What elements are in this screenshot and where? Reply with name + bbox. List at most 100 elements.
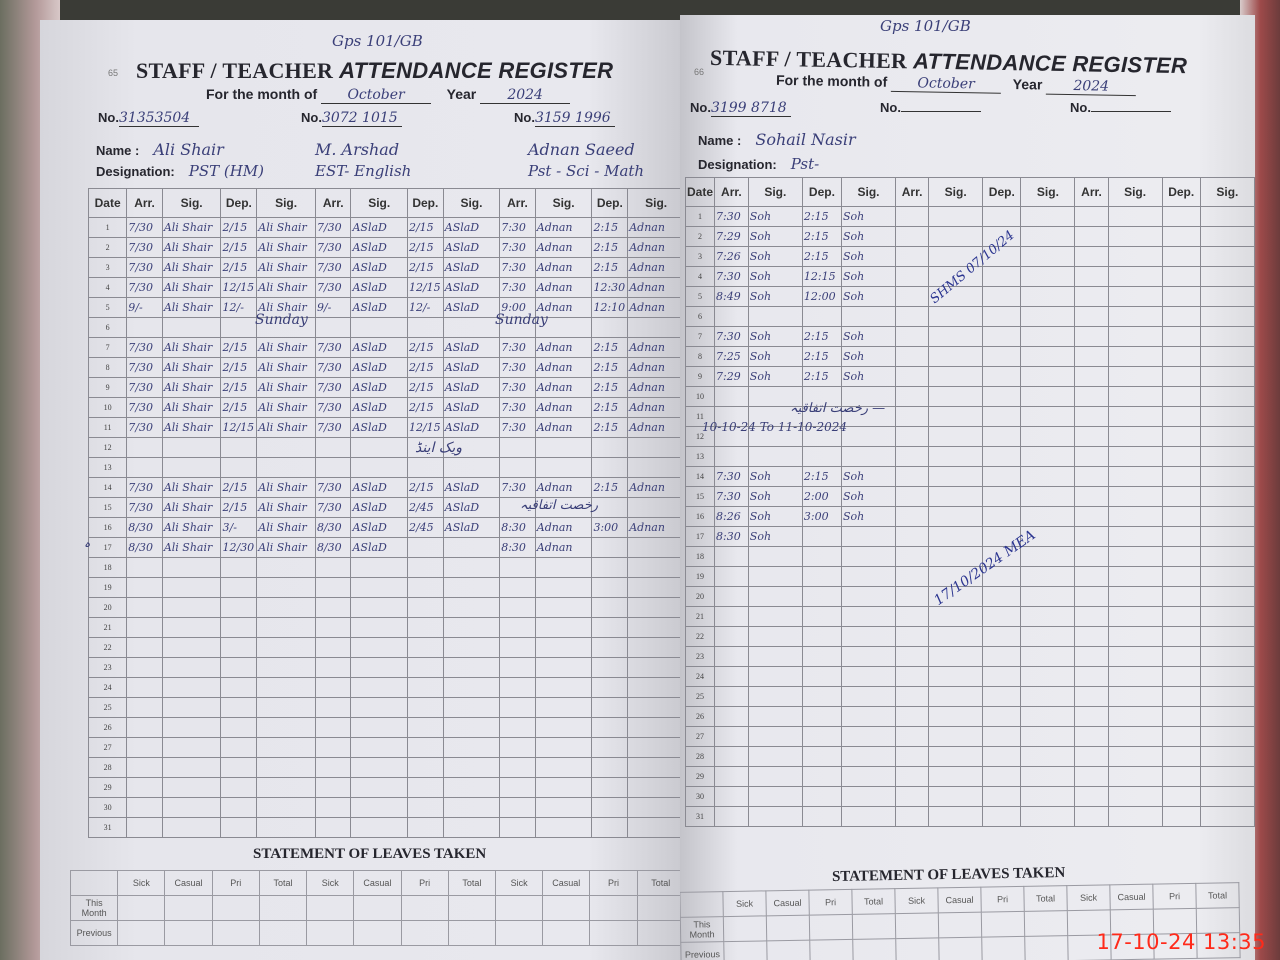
- arrival-time: [714, 646, 749, 667]
- departure-signature: Ali Shair: [256, 537, 316, 558]
- departure-signature: [256, 757, 316, 778]
- departure-signature: [1199, 606, 1255, 627]
- departure-signature: [1020, 346, 1076, 367]
- departure-signature: Soh: [840, 466, 897, 487]
- departure-time: [406, 557, 444, 578]
- arrival-signature: [928, 686, 984, 707]
- arrival-time: 7/30: [314, 217, 352, 238]
- table-row: 19: [87, 577, 685, 598]
- departure-time: 2/15: [406, 237, 444, 258]
- arrival-time: [314, 717, 352, 738]
- departure-signature: [256, 777, 316, 798]
- arrival-signature: Adnan: [534, 257, 593, 278]
- departure-signature: Adnan: [627, 297, 685, 318]
- departure-signature: ASlaD: [442, 337, 501, 358]
- arrival-time: [1074, 206, 1109, 227]
- arrival-time: 9/-: [314, 297, 352, 318]
- departure-time: 2/15: [406, 477, 444, 498]
- arrival-time: [1074, 606, 1109, 627]
- arrival-signature: [747, 586, 803, 607]
- departure-time: [591, 797, 629, 818]
- arrival-signature: [534, 777, 593, 798]
- arrival-signature: ASlaD: [350, 297, 408, 318]
- departure-time: [982, 326, 1022, 347]
- departure-time: [982, 666, 1022, 687]
- departure-time: 2/15: [406, 337, 444, 358]
- arrival-signature: Adnan: [534, 217, 593, 238]
- arrival-time: [1074, 446, 1109, 467]
- arrival-time: [1074, 566, 1109, 587]
- departure-time: 12:15: [801, 266, 842, 287]
- departure-signature: [627, 757, 685, 778]
- arrival-signature: [161, 757, 222, 778]
- arrival-time: [499, 697, 536, 718]
- table-row: 27: [87, 737, 685, 758]
- arrival-time: [1074, 766, 1109, 787]
- arrival-signature: [350, 577, 408, 598]
- page-mark: 65: [108, 68, 119, 78]
- departure-signature: [1020, 806, 1076, 827]
- arrival-time: [714, 586, 749, 607]
- table-row: 7 7/30 Ali Shair 2/15 Ali Shair 7/30 ASlaD 2/15…: [87, 337, 685, 358]
- departure-time: [982, 506, 1022, 527]
- departure-time: [591, 717, 629, 738]
- name-value: Adnan Saeed: [528, 140, 635, 159]
- arrival-time: [126, 617, 163, 638]
- departure-time: 12/-: [220, 297, 258, 318]
- arrival-signature: ASlaD: [350, 517, 408, 538]
- departure-time: [591, 737, 629, 758]
- departure-time: [220, 797, 258, 818]
- leaves-cell: [589, 920, 638, 946]
- arrival-signature: Adnan: [534, 537, 593, 558]
- arrival-time: [714, 786, 749, 807]
- arrival-time: [1074, 526, 1109, 547]
- arrival-time: [314, 697, 352, 718]
- leaves-cell: [400, 920, 449, 946]
- leaves-column-header: Casual: [765, 890, 810, 916]
- departure-time: 2/15: [406, 357, 444, 378]
- arrival-time: [1074, 686, 1109, 707]
- arrival-time: [895, 206, 930, 227]
- arrival-time: [1074, 586, 1109, 607]
- arrival-signature: [534, 577, 593, 598]
- departure-time: 12/15: [220, 417, 258, 438]
- leaves-row-label: Previous: [69, 920, 119, 946]
- departure-time: 2:15: [801, 326, 842, 347]
- arrival-time: 7/30: [126, 257, 163, 278]
- departure-signature: [1199, 766, 1255, 787]
- arrival-time: [314, 637, 352, 658]
- arrival-time: 7:30: [499, 257, 536, 278]
- arrival-time: [714, 446, 749, 467]
- arrival-time: [499, 797, 536, 818]
- arrival-time: [499, 437, 536, 458]
- no-value: [1090, 111, 1171, 112]
- arrival-time: [126, 437, 163, 458]
- departure-time: 2:00: [801, 486, 842, 507]
- arrival-signature: [534, 697, 593, 718]
- arrival-signature: Adnan: [534, 517, 593, 538]
- leaves-row-label: [680, 891, 724, 918]
- departure-signature: [1020, 586, 1076, 607]
- arrival-signature: [928, 386, 984, 407]
- arrival-signature: ASlaD: [350, 337, 408, 358]
- departure-time: [406, 537, 444, 558]
- departure-time: [801, 626, 842, 647]
- departure-signature: [1199, 366, 1255, 387]
- no-value: [900, 111, 981, 112]
- date-cell: 13: [87, 457, 128, 478]
- departure-time: [406, 737, 444, 758]
- leaves-cell: [766, 915, 810, 941]
- column-header: Dep.: [1161, 177, 1201, 207]
- departure-signature: [627, 657, 685, 678]
- arrival-signature: [928, 406, 984, 427]
- departure-time: [591, 677, 629, 698]
- departure-signature: Ali Shair: [256, 377, 316, 398]
- departure-signature: Ali Shair: [256, 357, 316, 378]
- arrival-time: [895, 646, 930, 667]
- table-row: 12: [87, 437, 685, 458]
- arrival-signature: Ali Shair: [161, 397, 222, 418]
- arrival-time: [895, 566, 930, 587]
- arrival-time: [126, 737, 163, 758]
- arrival-signature: [161, 457, 222, 478]
- departure-signature: [840, 766, 897, 787]
